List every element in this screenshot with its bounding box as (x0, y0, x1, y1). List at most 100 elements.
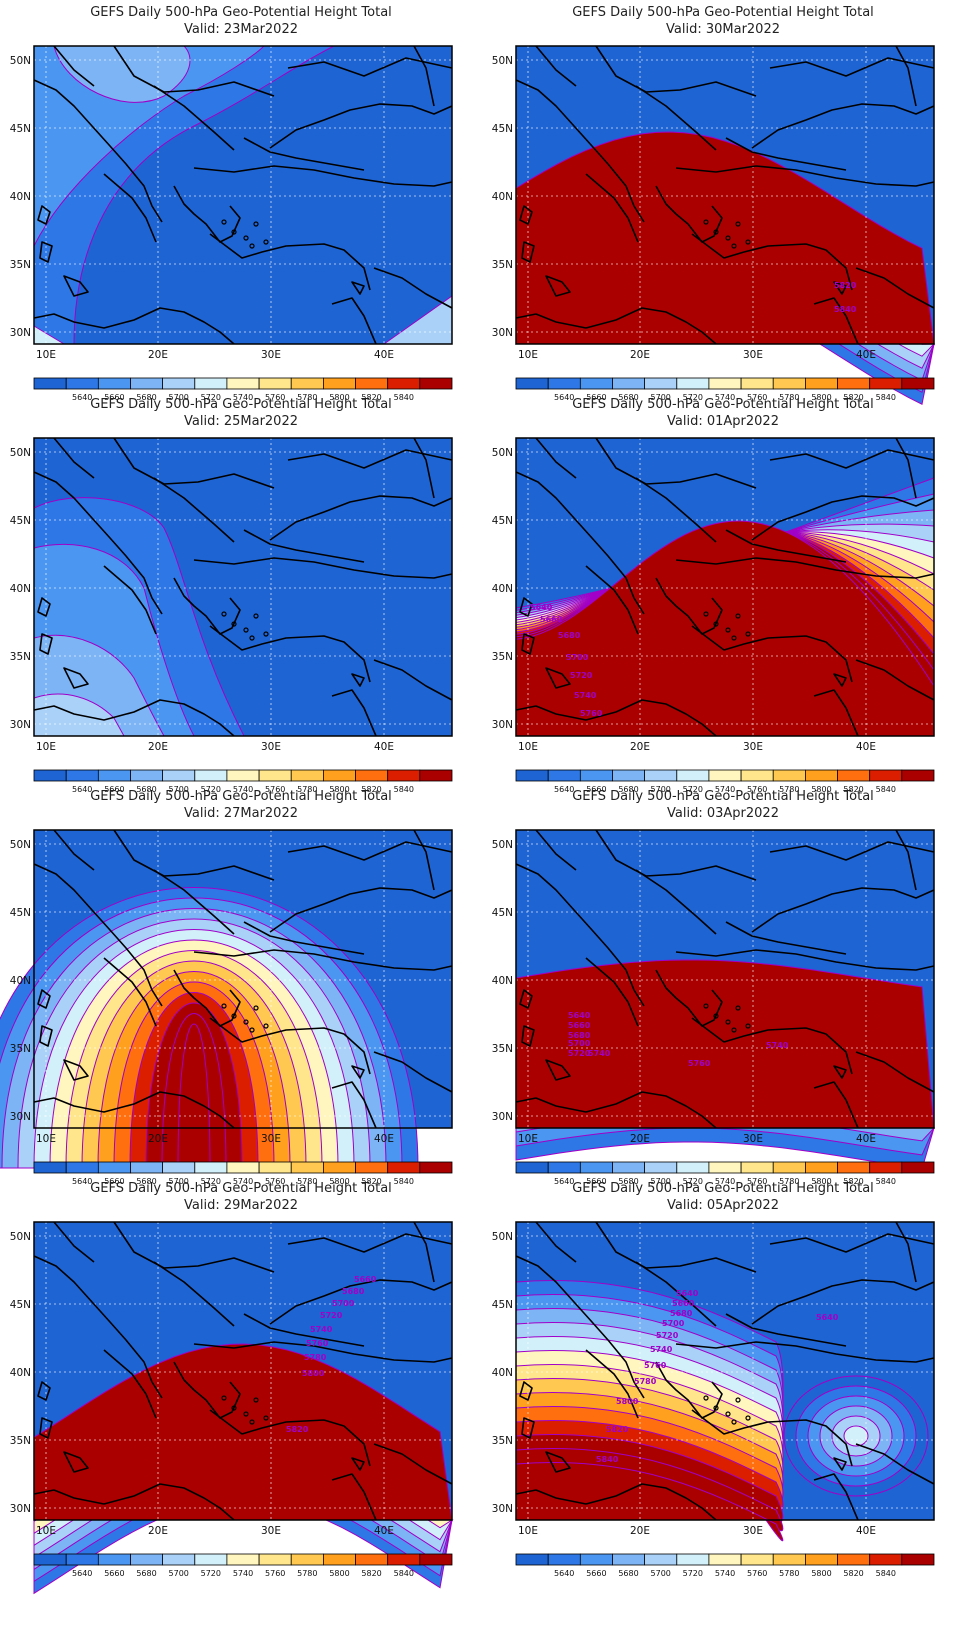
colorbar-label: 5820 (361, 1177, 381, 1186)
lon-tick-label: 10E (36, 741, 56, 753)
colorbar-label: 5760 (747, 393, 767, 402)
colorbar-swatch (547, 377, 581, 390)
colorbar-label: 5740 (715, 1569, 735, 1578)
colorbar-swatch (65, 1161, 99, 1174)
lon-tick-label: 40E (856, 741, 876, 753)
colorbar-swatch (33, 1161, 67, 1174)
colorbar-label: 5680 (136, 785, 156, 794)
colorbar-swatch (901, 377, 935, 390)
colorbar-swatch (194, 769, 228, 782)
colorbar-swatch (612, 377, 646, 390)
lat-tick-label: 30N (492, 1503, 513, 1515)
colorbar: 5640 5660 5680 5700 5720 5740 5760 5780 5800 5820… (515, 1161, 935, 1186)
colorbar-label: 5820 (843, 785, 863, 794)
colorbar-label: 5680 (136, 1177, 156, 1186)
lon-tick-label: 20E (148, 1133, 168, 1145)
contour-label: 5700 (566, 653, 589, 662)
lon-tick-label: 20E (148, 349, 168, 361)
panel-title: GEFS Daily 500-hPa Geo-Potential Height … (90, 789, 392, 804)
contour-label: 5740 (574, 691, 597, 700)
panel-title: GEFS Daily 500-hPa Geo-Potential Height … (572, 1181, 874, 1196)
contour-map: 5640566056805700572057405740576050N45N40… (492, 829, 936, 1170)
lat-tick-label: 30N (492, 327, 513, 339)
map-panel: GEFS Daily 500-hPa Geo-Potential Height … (482, 784, 964, 1194)
lon-tick-label: 30E (261, 349, 281, 361)
map-panel: GEFS Daily 500-hPa Geo-Potential Height … (0, 784, 482, 1194)
contour-label: 5820 (834, 281, 857, 290)
lat-tick-label: 30N (492, 1111, 513, 1123)
colorbar-swatch (772, 377, 806, 390)
colorbar-swatch (676, 1553, 710, 1566)
colorbar-swatch (387, 1161, 421, 1174)
colorbar-label: 5780 (779, 785, 799, 794)
lon-tick-label: 30E (261, 1133, 281, 1145)
colorbar-label: 5660 (586, 1569, 606, 1578)
colorbar: 5640 5660 5680 5700 5720 5740 5760 5780 5800 5820… (515, 769, 935, 794)
colorbar-swatch (33, 769, 67, 782)
contour-label: 5740 (650, 1345, 673, 1354)
colorbar-label: 5800 (811, 1569, 831, 1578)
colorbar-label: 5780 (779, 1177, 799, 1186)
lat-tick-label: 45N (492, 1299, 513, 1311)
colorbar-label: 5700 (651, 1569, 671, 1578)
contour-label: 5720 (568, 1049, 591, 1058)
colorbar-label: 5640 (554, 393, 574, 402)
colorbar-swatch (322, 769, 356, 782)
colorbar-swatch (258, 1161, 292, 1174)
colorbar: 5640 5660 5680 5700 5720 5740 5760 5780 5800 5820… (33, 769, 453, 794)
colorbar: 5640 5660 5680 5700 5720 5740 5760 5780 5800 5820… (33, 377, 453, 402)
panel-valid-date: Valid: 23Mar2022 (184, 22, 298, 37)
lat-tick-label: 35N (10, 259, 31, 271)
colorbar-label: 5820 (361, 785, 381, 794)
colorbar-swatch (837, 1161, 871, 1174)
colorbar-swatch (869, 1161, 903, 1174)
colorbar-swatch (901, 769, 935, 782)
map-panel: GEFS Daily 500-hPa Geo-Potential Height … (482, 392, 964, 802)
lat-tick-label: 45N (10, 907, 31, 919)
colorbar-swatch (837, 1553, 871, 1566)
colorbar-label: 5640 (554, 1569, 574, 1578)
colorbar-swatch (772, 1161, 806, 1174)
colorbar-swatch (740, 1161, 774, 1174)
colorbar-label: 5720 (201, 785, 221, 794)
colorbar-swatch (869, 769, 903, 782)
lat-tick-label: 30N (10, 1111, 31, 1123)
colorbar-swatch (226, 1161, 260, 1174)
colorbar-swatch (676, 1161, 710, 1174)
lat-tick-label: 40N (492, 1367, 513, 1379)
map-panel: GEFS Daily 500-hPa Geo-Potential Height … (0, 392, 482, 802)
lat-tick-label: 50N (492, 447, 513, 459)
colorbar-label: 5820 (843, 1569, 863, 1578)
colorbar-swatch (612, 1161, 646, 1174)
lon-tick-label: 10E (518, 1525, 538, 1537)
lat-tick-label: 45N (492, 515, 513, 527)
lat-tick-label: 50N (492, 839, 513, 851)
lon-tick-label: 30E (261, 1525, 281, 1537)
colorbar-label: 5840 (876, 1177, 896, 1186)
colorbar-swatch (804, 1553, 838, 1566)
colorbar-label: 5660 (586, 393, 606, 402)
colorbar-label: 5700 (169, 393, 189, 402)
contour-label: 5680 (558, 631, 581, 640)
colorbar: 5640 5660 5680 5700 5720 5740 5760 5780 5800 5820… (33, 1553, 453, 1578)
contour-label: 5840 (834, 305, 857, 314)
lon-tick-label: 30E (743, 741, 763, 753)
panel-valid-date: Valid: 01Apr2022 (667, 414, 779, 429)
lon-tick-label: 20E (148, 1525, 168, 1537)
colorbar-label: 5780 (297, 1569, 317, 1578)
lon-tick-label: 20E (630, 1525, 650, 1537)
lat-tick-label: 40N (10, 1367, 31, 1379)
colorbar-label: 5640 (554, 1177, 574, 1186)
lon-tick-label: 20E (148, 741, 168, 753)
lon-tick-label: 10E (518, 741, 538, 753)
colorbar-swatch (258, 769, 292, 782)
colorbar-label: 5660 (104, 393, 124, 402)
colorbar-label: 5820 (361, 1569, 381, 1578)
colorbar-swatch (901, 1553, 935, 1566)
lat-tick-label: 30N (10, 719, 31, 731)
contour-label: 5640 (530, 603, 553, 612)
panel-title: GEFS Daily 500-hPa Geo-Potential Height … (90, 5, 392, 20)
lat-tick-label: 35N (10, 1043, 31, 1055)
lat-tick-label: 40N (10, 583, 31, 595)
panel-title: GEFS Daily 500-hPa Geo-Potential Height … (90, 1181, 392, 1196)
